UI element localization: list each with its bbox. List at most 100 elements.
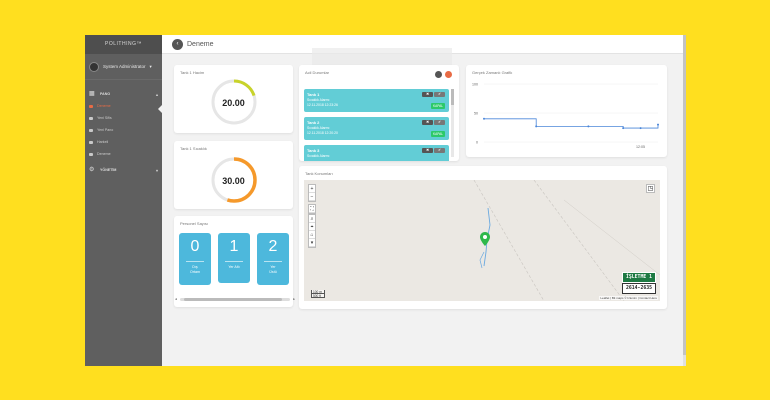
realtime-line-chart: 100 50 0 12:05 (472, 83, 659, 149)
nav-group-pano[interactable]: ▦ PANO ▴ (85, 88, 162, 100)
data-point[interactable] (639, 127, 642, 130)
zoom-in-button[interactable]: + (309, 186, 315, 193)
card-title: Personel Sayısı (180, 221, 209, 226)
back-button[interactable]: ‹ (172, 38, 183, 50)
tank-temp-card: Tank 1 Sıcaklık 30.00 (174, 141, 293, 209)
personnel-outside-box[interactable]: 0 Dış Ortam (179, 233, 211, 285)
all-alarms-button[interactable] (435, 71, 442, 78)
folder-icon (89, 104, 93, 108)
tank-level-card: Tank 1 Hacim 20.00 (174, 65, 293, 133)
delete-icon[interactable]: ✖ (422, 120, 433, 125)
draw-toolbar: ⛶ (308, 204, 316, 214)
alarms-card: Acil Durumlar Tank 1 Sıcaklık Alarmı 12.… (299, 65, 459, 161)
nav-group-label: PANO (100, 92, 111, 96)
y-tick-label: 100 (472, 83, 478, 87)
delete-icon[interactable]: ✖ (422, 148, 433, 153)
data-point[interactable] (587, 125, 590, 128)
alarm-desc: Sıcaklık Alarmı (307, 154, 330, 158)
home-icon[interactable]: ⌂ (309, 232, 315, 239)
horizontal-scrollbar[interactable]: ◂ ▸ (175, 297, 295, 301)
map-tools: ⌕ ⌖ ⌂ ▾ (308, 214, 316, 248)
sidebar-item-label: Harkeli (97, 140, 109, 144)
search-icon[interactable]: ⌕ (309, 216, 315, 223)
realtime-chart-card: Gerçek Zamanlı Grafik 100 50 0 12:05 (466, 65, 667, 157)
check-icon[interactable]: ✔ (434, 120, 445, 125)
card-title: Tank 1 Sıcaklık (180, 146, 207, 151)
sidebar-item-harkeli[interactable]: Harkeli (85, 136, 162, 148)
alarm-desc: Sıcaklık Alarmı (307, 98, 330, 102)
status-badge: KAPAL (430, 131, 445, 137)
gears-icon: ⚙ (89, 167, 95, 173)
chevron-down-icon: ▾ (155, 167, 158, 173)
folder-icon (89, 152, 93, 156)
personnel-label: Üstü (269, 270, 277, 274)
sidebar: POLITHING™ System Administrator ▾ ▦ PANO… (85, 35, 163, 366)
tank-level-value: 20.00 (222, 98, 245, 108)
personnel-card: Personel Sayısı 0 Dış Ortam 1 Yer Altı 2… (174, 216, 295, 307)
map-scale: 100 m 500 ft (311, 290, 325, 298)
map-attribution[interactable]: Leaflet | Bit maps © Izlenim | Contact H… (599, 296, 658, 300)
sidebar-item-yeni-pano[interactable]: Yeni Pano (85, 124, 162, 136)
alarm-item[interactable]: Tank 3 Sıcaklık Alarmı ✖ ✔ (304, 145, 449, 161)
user-name: System Administrator (103, 64, 146, 69)
sidebar-item-deneme[interactable]: Deneme (85, 100, 162, 112)
scroll-thumb[interactable] (683, 35, 686, 355)
active-pointer (158, 104, 163, 114)
map-card: Tank Konumları + − ⛶ ⌕ ⌖ (299, 166, 667, 309)
scroll-thumb[interactable] (184, 298, 282, 301)
chevron-up-icon: ▴ (155, 91, 158, 97)
alarm-item[interactable]: Tank 1 Sıcaklık Alarmı 12.11.2018 12:23:… (304, 89, 449, 112)
personnel-label: Ortam (190, 270, 200, 274)
tank-map[interactable]: + − ⛶ ⌕ ⌖ ⌂ ▾ ◳ İŞLETME 1 2614-2635 100 … (304, 180, 660, 301)
layers-button[interactable]: ◳ (646, 184, 655, 193)
check-icon[interactable]: ✔ (434, 92, 445, 97)
delete-icon[interactable]: ✖ (422, 92, 433, 97)
app-window: POLITHING™ System Administrator ▾ ▦ PANO… (85, 35, 686, 366)
filter-icon[interactable]: ▾ (309, 240, 315, 247)
alarm-name: Tank 3 (307, 148, 320, 153)
page-scrollbar[interactable] (683, 35, 686, 366)
alarm-name: Tank 2 (307, 120, 320, 125)
scroll-left-icon[interactable]: ◂ (175, 297, 177, 301)
divider (225, 261, 243, 262)
data-point[interactable] (483, 117, 485, 120)
scroll-right-icon[interactable]: ▸ (293, 297, 295, 301)
status-badge: KAPAL (430, 103, 445, 109)
folder-icon (89, 140, 93, 144)
sidebar-item-label: Deneme (97, 104, 111, 108)
tank-level-gauge (211, 79, 257, 125)
sidebar-item-deneme-2[interactable]: Deneme (85, 148, 162, 160)
y-tick-label: 50 (474, 112, 478, 116)
scroll-thumb[interactable] (451, 89, 454, 105)
marker-tool-icon[interactable]: ⌖ (309, 224, 315, 231)
personnel-label: Yer (270, 265, 276, 269)
data-point[interactable] (535, 125, 538, 128)
sidebar-item-label: Yeni Pano (97, 128, 114, 132)
alarm-name: Tank 1 (307, 92, 320, 97)
alarm-item[interactable]: Tank 2 Sıcaklık Alarmı 12.11.2018 12:20:… (304, 117, 449, 140)
dashboard-icon: ▦ (89, 91, 95, 97)
x-tick-label: 12:05 (636, 145, 645, 149)
data-point[interactable] (622, 127, 625, 130)
personnel-aboveground-box[interactable]: 2 Yer Üstü (257, 233, 289, 285)
site-sign-name: İŞLETME 1 (622, 272, 656, 283)
zoom-out-button[interactable]: − (309, 194, 315, 201)
check-icon[interactable]: ✔ (434, 148, 445, 153)
fullscreen-icon[interactable]: ⛶ (309, 206, 315, 213)
card-title: Acil Durumlar (305, 70, 330, 75)
zoom-control: + − (308, 184, 316, 202)
data-point[interactable] (657, 123, 659, 126)
clear-alarms-button[interactable] (445, 71, 452, 78)
scale-imperial: 500 ft (311, 294, 325, 298)
sidebar-item-yeni-sifis[interactable]: Yeni Sifis (85, 112, 162, 124)
alarms-scrollbar[interactable] (451, 89, 454, 157)
alarm-desc: Sıcaklık Alarmı (307, 126, 330, 130)
alarm-date: 12.11.2018 12:23:26 (307, 103, 338, 107)
sidebar-item-label: Deneme (97, 152, 111, 156)
nav-group-yonetim[interactable]: ⚙ YÖNETİM ▾ (85, 164, 162, 176)
loading-overlay (312, 48, 452, 68)
user-menu[interactable]: System Administrator ▾ (85, 54, 162, 80)
tank-temp-value: 30.00 (222, 176, 245, 186)
tank-marker-icon[interactable] (480, 232, 490, 246)
personnel-underground-box[interactable]: 1 Yer Altı (218, 233, 250, 283)
